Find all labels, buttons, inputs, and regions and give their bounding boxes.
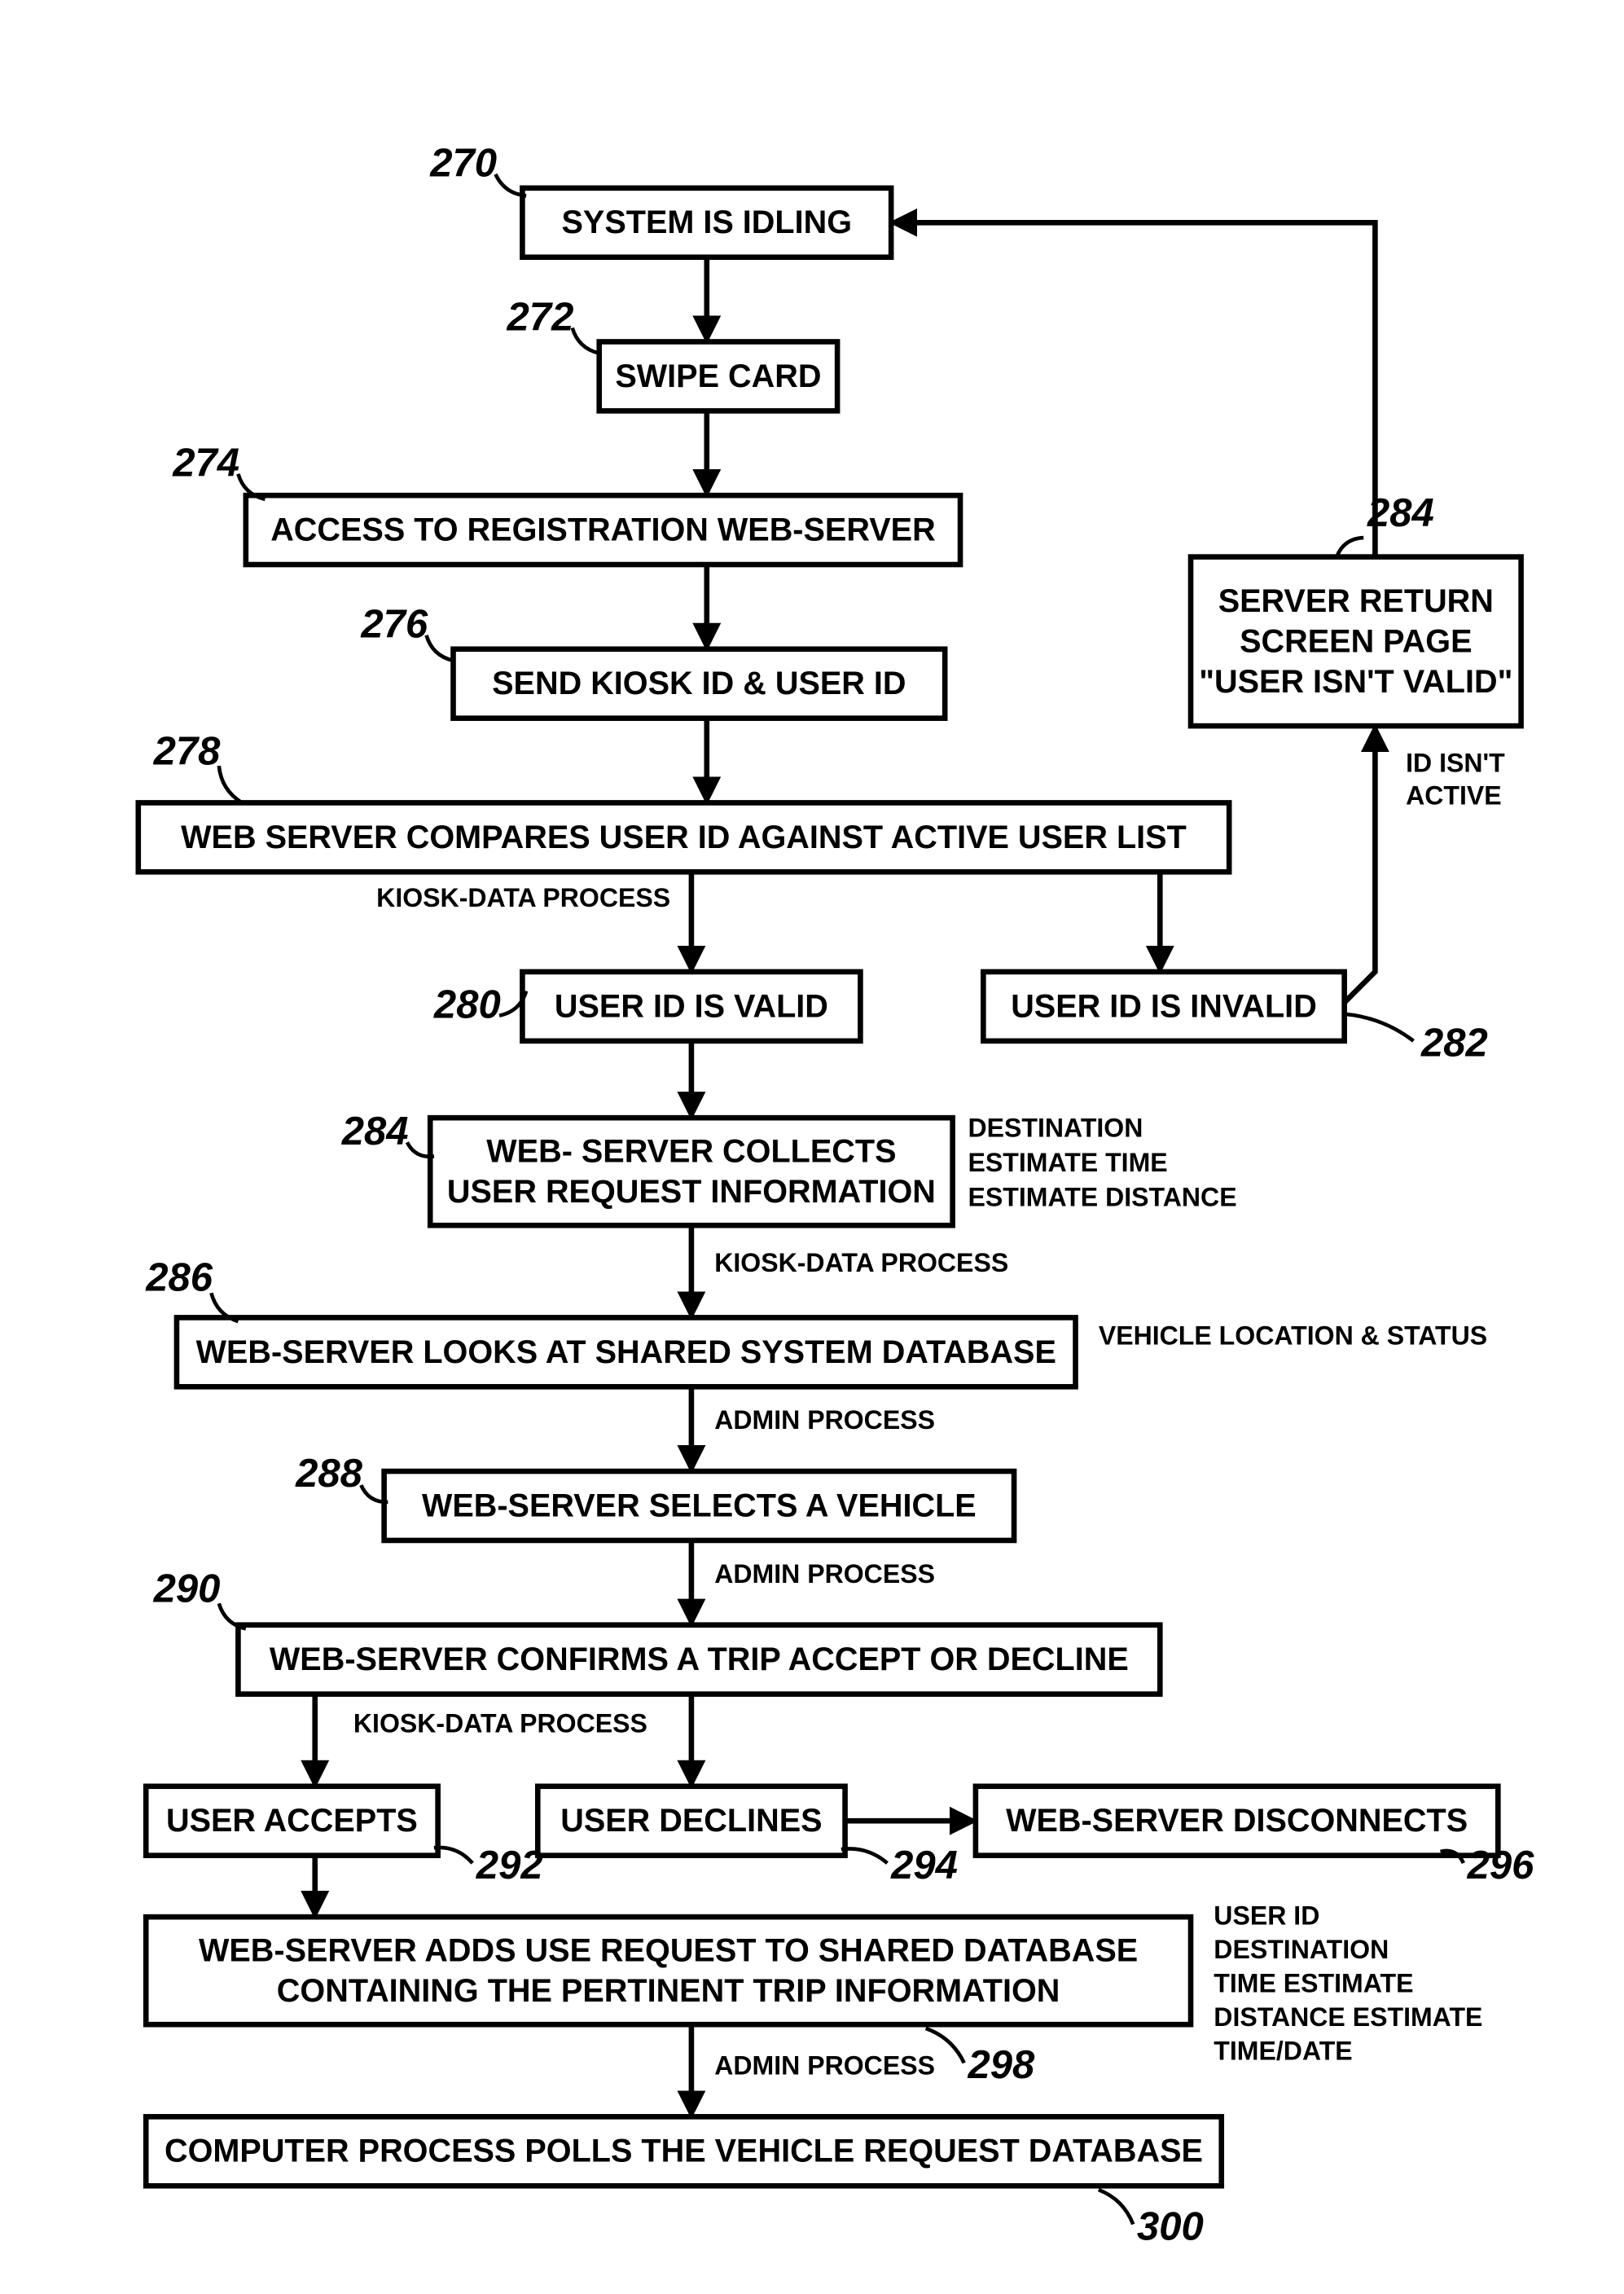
- ref-label: 284: [341, 1110, 409, 1154]
- node-n298: WEB-SERVER ADDS USE REQUEST TO SHARED DA…: [146, 1917, 1191, 2024]
- ref-tail: [426, 635, 453, 661]
- annotation: KIOSK-DATA PROCESS: [714, 1248, 1008, 1277]
- node-text: COMPUTER PROCESS POLLS THE VEHICLE REQUE…: [165, 2134, 1203, 2169]
- node-text: CONTAINING THE PERTINENT TRIP INFORMATIO…: [277, 1973, 1060, 2009]
- ref-label: 298: [967, 2043, 1035, 2087]
- annotation: ESTIMATE DISTANCE: [968, 1183, 1236, 1212]
- annotation: ID ISN'T: [1406, 749, 1505, 778]
- node-n284r: SERVER RETURN SCREEN PAGE "USER ISN'T VALI…: [1191, 557, 1521, 727]
- node-text: SYSTEM IS IDLING: [562, 204, 853, 240]
- annotation: ADMIN PROCESS: [714, 1559, 935, 1589]
- node-text: USER ID IS VALID: [555, 988, 828, 1024]
- node-text: WEB-SERVER ADDS USE REQUEST TO SHARED DA…: [199, 1932, 1138, 1968]
- annotation: TIME ESTIMATE: [1214, 1969, 1413, 1998]
- ref-label: 274: [172, 442, 239, 486]
- node-n300: COMPUTER PROCESS POLLS THE VEHICLE REQUE…: [146, 2116, 1222, 2186]
- node-text: WEB-SERVER CONFIRMS A TRIP ACCEPT OR DEC…: [270, 1641, 1129, 1677]
- ref-label: 282: [1420, 1022, 1488, 1066]
- node-n270: SYSTEM IS IDLING: [522, 188, 891, 257]
- annotation: ESTIMATE TIME: [968, 1148, 1167, 1177]
- node-text: USER REQUEST INFORMATION: [447, 1174, 936, 1210]
- node-text: SWIPE CARD: [615, 358, 821, 394]
- ref-label: 286: [145, 1255, 213, 1299]
- ref-tail: [219, 766, 242, 802]
- node-n294: USER DECLINES: [538, 1786, 845, 1856]
- flowchart-canvas: SYSTEM IS IDLING SWIPE CARD ACCESS TO REGI…: [0, 0, 1624, 2294]
- node-text: WEB- SERVER COLLECTS: [486, 1133, 896, 1169]
- annotation: ADMIN PROCESS: [714, 2050, 935, 2080]
- ref-tail: [1337, 538, 1363, 557]
- node-text: WEB-SERVER LOOKS AT SHARED SYSTEM DATABA…: [196, 1334, 1056, 1370]
- node-n292: USER ACCEPTS: [146, 1786, 437, 1856]
- ref-tail: [1099, 2190, 1133, 2224]
- node-text: USER DECLINES: [560, 1803, 822, 1839]
- ref-label: 270: [429, 142, 497, 186]
- ref-tail: [1345, 1014, 1414, 1041]
- node-text: WEB-SERVER SELECTS A VEHICLE: [422, 1488, 977, 1523]
- node-text: USER ACCEPTS: [166, 1803, 418, 1839]
- node-n296: WEB-SERVER DISCONNECTS: [976, 1786, 1498, 1856]
- node-text: WEB SERVER COMPARES USER ID AGAINST ACTI…: [181, 820, 1187, 855]
- ref-tail: [573, 328, 599, 354]
- annotation: KIOSK-DATA PROCESS: [353, 1709, 647, 1738]
- node-n280: USER ID IS VALID: [522, 972, 860, 1041]
- ref-tail: [841, 1848, 888, 1863]
- annotation: TIME/DATE: [1214, 2037, 1352, 2066]
- annotation: USER ID: [1214, 1901, 1319, 1931]
- node-text: SCREEN PAGE: [1240, 623, 1472, 659]
- node-text: USER ID IS INVALID: [1011, 988, 1317, 1024]
- ref-label: 284: [1367, 491, 1434, 535]
- node-n284: WEB- SERVER COLLECTS USER REQUEST INFORMA…: [430, 1118, 952, 1225]
- nodes-layer: SYSTEM IS IDLING SWIPE CARD ACCESS TO REGI…: [138, 188, 1521, 2186]
- annotation: ACTIVE: [1406, 780, 1502, 810]
- annotation: VEHICLE LOCATION & STATUS: [1099, 1321, 1487, 1350]
- annotation: DESTINATION: [968, 1114, 1143, 1143]
- ref-label: 300: [1137, 2204, 1204, 2248]
- ref-label: 278: [153, 729, 222, 773]
- annotation: DESTINATION: [1214, 1935, 1389, 1964]
- ref-label: 288: [295, 1452, 363, 1496]
- node-n272: SWIPE CARD: [599, 341, 837, 411]
- edge-10: [1345, 726, 1376, 1003]
- node-text: SEND KIOSK ID & USER ID: [492, 666, 906, 701]
- edge-11: [891, 222, 1375, 556]
- annotation: DISTANCE ESTIMATE: [1214, 2002, 1482, 2032]
- node-text: WEB-SERVER DISCONNECTS: [1006, 1803, 1468, 1839]
- ref-label: 296: [1467, 1844, 1535, 1887]
- ref-label: 292: [476, 1844, 543, 1887]
- node-n278: WEB SERVER COMPARES USER ID AGAINST ACTI…: [138, 802, 1229, 872]
- node-n274: ACCESS TO REGISTRATION WEB-SERVER: [246, 495, 960, 565]
- ref-label: 280: [433, 983, 501, 1027]
- node-text: ACCESS TO REGISTRATION WEB-SERVER: [270, 512, 935, 548]
- node-n286: WEB-SERVER LOOKS AT SHARED SYSTEM DATABA…: [177, 1317, 1076, 1387]
- annotation: KIOSK-DATA PROCESS: [376, 883, 670, 912]
- node-n282: USER ID IS INVALID: [983, 972, 1344, 1041]
- node-n276: SEND KIOSK ID & USER ID: [454, 649, 946, 719]
- node-n290: WEB-SERVER CONFIRMS A TRIP ACCEPT OR DEC…: [238, 1625, 1160, 1694]
- ref-label: 290: [153, 1567, 221, 1611]
- node-n288: WEB-SERVER SELECTS A VEHICLE: [384, 1471, 1014, 1540]
- ref-label: 276: [360, 603, 428, 647]
- annotation: ADMIN PROCESS: [714, 1405, 935, 1435]
- ref-label: 272: [507, 295, 574, 339]
- node-text: SERVER RETURN: [1218, 583, 1494, 619]
- node-text: "USER ISN'T VALID": [1199, 664, 1512, 700]
- ref-label: 294: [890, 1844, 958, 1887]
